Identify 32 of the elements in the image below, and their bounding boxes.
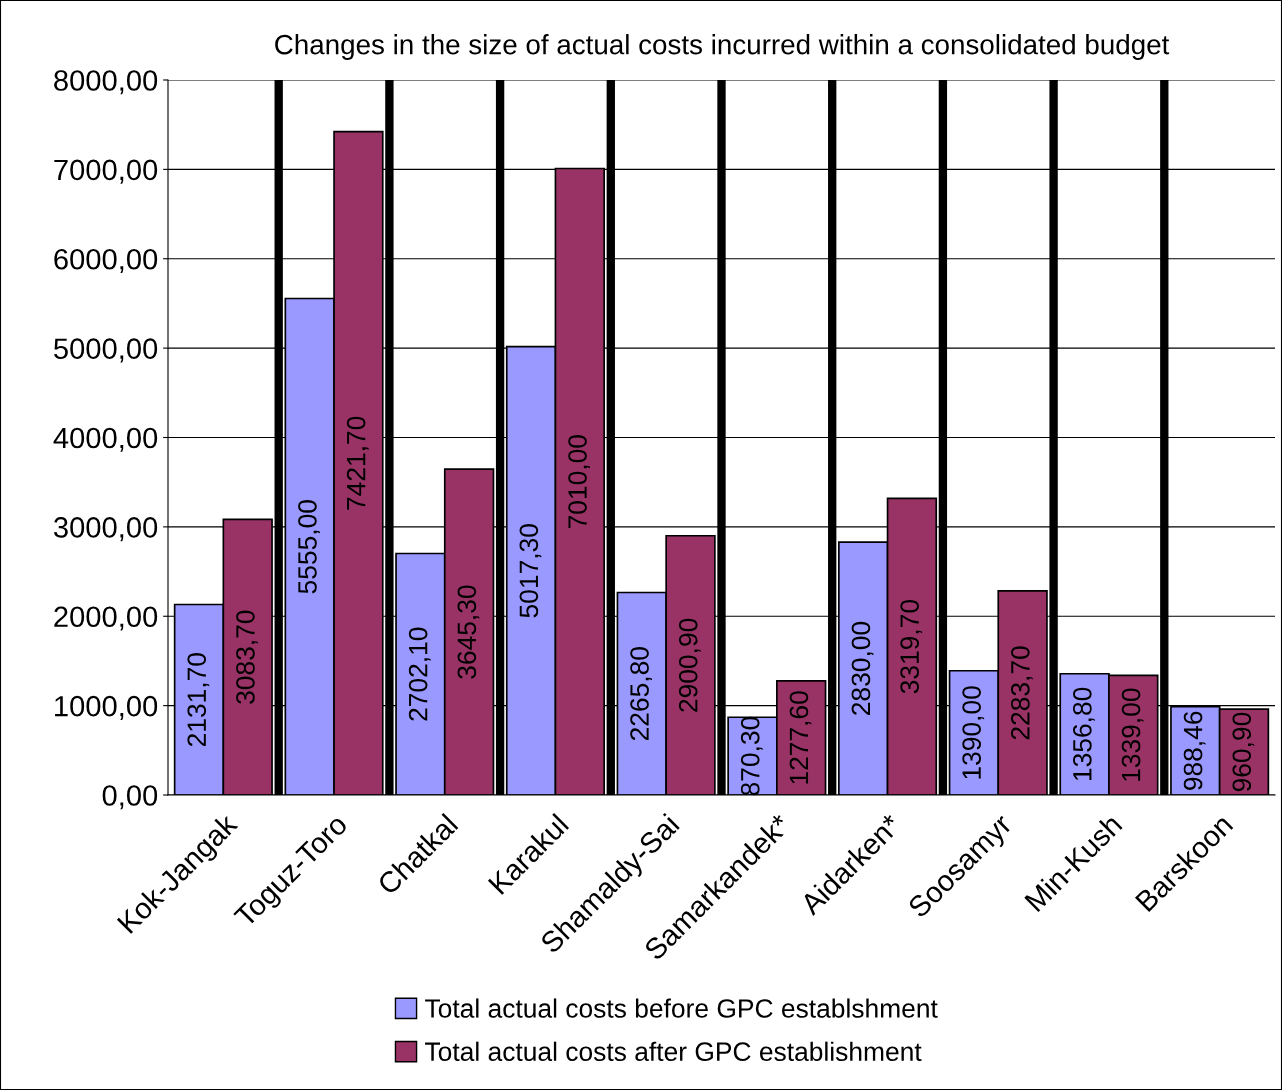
- data-label: 5017,30: [519, 524, 542, 618]
- data-label: 7010,00: [568, 435, 590, 529]
- y-tick-label: 8000,00: [54, 70, 158, 95]
- data-label: 1390,00: [962, 686, 985, 779]
- y-tick-label: 7000,00: [54, 159, 158, 184]
- data-label: 5555,00: [298, 500, 320, 594]
- data-label: 988,46: [1183, 711, 1206, 790]
- legend-label: Total actual costs before GPC establshment: [425, 998, 938, 1018]
- y-tick-label: 1000,00: [55, 695, 158, 720]
- y-tick-label: 6000,00: [54, 248, 158, 274]
- data-label: 2830,00: [851, 621, 874, 715]
- data-label: 2283,70: [1011, 646, 1033, 740]
- data-label: 2702,10: [408, 627, 431, 721]
- y-tick-label: 3000,00: [53, 517, 158, 542]
- data-label: 3645,30: [457, 585, 480, 679]
- legend-label: Total actual costs after GPC establishment: [425, 1041, 922, 1062]
- y-tick-label: 4000,00: [53, 427, 158, 452]
- data-label: 1356,80: [1072, 687, 1095, 781]
- data-label: 960,90: [1232, 712, 1255, 792]
- chart-title: Changes in the size of actual costs incurred within a consolidated budget: [275, 34, 1170, 60]
- data-label: 2131,70: [187, 653, 210, 747]
- y-tick-label: 5000,00: [54, 338, 158, 363]
- data-label: 2900,90: [678, 618, 701, 712]
- data-label: 2265,80: [630, 647, 652, 741]
- y-tick-label: 0,00: [102, 785, 158, 810]
- data-label: 3319,70: [900, 599, 923, 694]
- data-label: 3083,70: [236, 610, 258, 704]
- data-label: 870,30: [740, 716, 763, 796]
- data-label: 1339,00: [1121, 688, 1144, 781]
- data-label: 7421,70: [346, 416, 369, 510]
- y-tick-label: 2000,00: [54, 606, 158, 631]
- data-label: 1277,60: [789, 691, 812, 784]
